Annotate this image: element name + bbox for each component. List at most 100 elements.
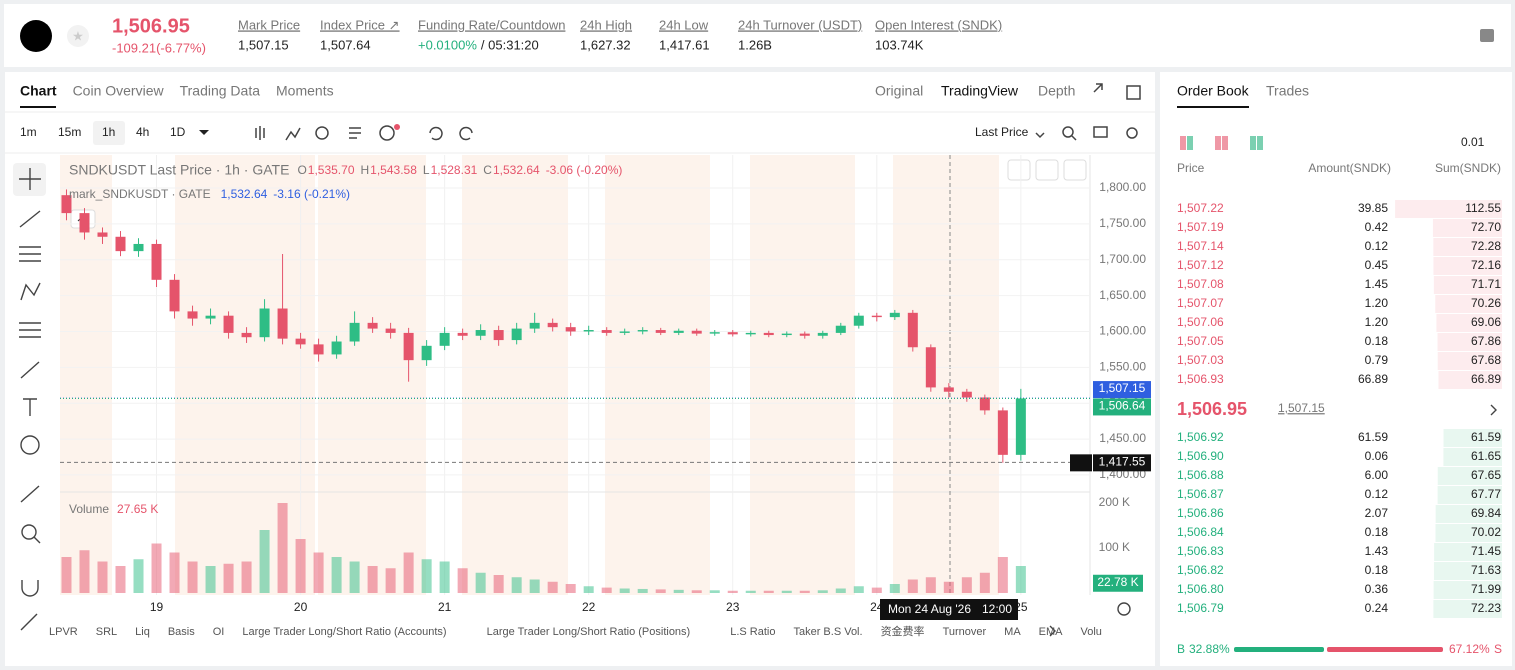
crosshair-date: Mon 24 Aug '26 <box>888 602 971 616</box>
order-price: 1,507.07 <box>1177 296 1224 310</box>
indicator-button[interactable]: 资金费率 <box>881 624 925 638</box>
chart-tab[interactable]: Moments <box>276 83 334 99</box>
view-tab[interactable]: Original <box>875 83 923 99</box>
order-amount: 1.20 <box>1365 296 1389 310</box>
indicator-button[interactable]: Large Trader Long/Short Ratio (Positions… <box>487 626 691 638</box>
depth-bar <box>1434 543 1502 561</box>
interval-button[interactable]: 1m <box>20 125 37 139</box>
interval-button[interactable]: 1h <box>102 125 115 139</box>
y-tick-label: 1,700.00 <box>1099 252 1146 266</box>
indicator-button[interactable]: Turnover <box>943 626 987 638</box>
interval-button[interactable]: 15m <box>58 125 81 139</box>
order-amount: 0.45 <box>1365 258 1389 272</box>
volume-bar <box>349 561 360 593</box>
indicator-button[interactable]: LPVR <box>49 626 78 638</box>
indicator-button[interactable]: Basis <box>168 626 195 638</box>
indicator-button[interactable]: EMA <box>1039 626 1064 638</box>
volume-bar <box>925 577 936 593</box>
order-price: 1,506.83 <box>1177 544 1224 558</box>
indicator-button[interactable]: Large Trader Long/Short Ratio (Accounts) <box>242 626 446 638</box>
candle-body <box>79 213 90 233</box>
layout-icon[interactable] <box>1180 136 1186 150</box>
depth-bar <box>1433 562 1502 580</box>
layout-icon[interactable] <box>1215 136 1221 150</box>
depth-bar <box>1443 448 1502 466</box>
order-price: 1,506.90 <box>1177 449 1224 463</box>
indicator-button[interactable]: SRL <box>96 626 117 638</box>
ohlc-key: L <box>423 163 430 177</box>
order-amount: 6.00 <box>1365 468 1389 482</box>
candle-body <box>367 322 378 329</box>
favorite-button[interactable] <box>67 25 89 47</box>
volume-bar <box>385 568 396 593</box>
depth-bar <box>1395 200 1502 218</box>
order-price: 1,507.14 <box>1177 239 1224 253</box>
layout-icon[interactable] <box>1250 136 1256 150</box>
favorite-star[interactable]: ★ <box>72 28 84 43</box>
volume-bar <box>619 588 630 593</box>
candle-body <box>925 347 936 388</box>
depth-bar <box>1436 314 1502 332</box>
order-price: 1,506.87 <box>1177 487 1224 501</box>
candle-body <box>709 332 720 334</box>
volume-tag-label: 22.78 K <box>1097 575 1138 589</box>
candle-body <box>691 330 702 334</box>
drawing-tools[interactable] <box>19 168 1497 637</box>
indicator-button[interactable]: Taker B.S Vol. <box>793 626 862 638</box>
volume-bar <box>907 579 918 593</box>
candle-body <box>403 332 414 361</box>
indicator-button[interactable]: MA <box>1004 626 1021 638</box>
depth-bar <box>1443 429 1502 447</box>
order-price: 1,507.22 <box>1177 201 1224 215</box>
chart-title: SNDKUSDT Last Price · 1h · GATE <box>69 162 289 178</box>
orderbook-tab[interactable]: Trades <box>1266 83 1309 99</box>
order-amount: 39.85 <box>1358 201 1388 215</box>
candle-body <box>997 410 1008 455</box>
mark-change: -3.16 (-0.21%) <box>273 187 350 201</box>
order-amount: 1.43 <box>1365 544 1389 558</box>
crosshair-date-box <box>880 599 1018 620</box>
layout-icon[interactable] <box>1257 136 1263 150</box>
y-tick-label: 1,600.00 <box>1099 324 1146 338</box>
candle-body <box>457 332 468 336</box>
chart-tab[interactable]: Coin Overview <box>73 83 165 99</box>
volume-bar <box>691 590 702 593</box>
candle-body <box>547 322 558 328</box>
layout-icon[interactable] <box>1187 136 1193 150</box>
order-sum: 112.55 <box>1465 201 1501 215</box>
depth-bar <box>1435 524 1502 542</box>
stat-value: 1,627.32 <box>580 37 631 52</box>
chart-tab[interactable]: Trading Data <box>180 83 261 99</box>
order-sum: 70.02 <box>1471 525 1501 539</box>
interval-button[interactable]: 1D <box>170 125 186 139</box>
side-icon[interactable] <box>1480 29 1494 42</box>
chart-toolbar-icons[interactable] <box>255 83 1492 141</box>
stat-value: 103.74K <box>875 37 924 52</box>
precision-select[interactable]: 0.01 <box>1461 135 1485 149</box>
chart-tab[interactable]: Chart <box>20 83 57 99</box>
volume-bar <box>169 552 180 593</box>
dropdown-arrow[interactable] <box>199 130 209 135</box>
indicator-button[interactable]: L.S Ratio <box>730 626 775 638</box>
view-tab[interactable]: TradingView <box>941 83 1019 99</box>
view-tab[interactable]: Depth <box>1038 83 1075 99</box>
order-price: 1,507.06 <box>1177 315 1224 329</box>
indicator-button[interactable]: OI <box>213 626 225 638</box>
stat-value: 1,507.64 <box>320 37 371 52</box>
price-type-select[interactable]: Last Price <box>975 125 1029 139</box>
interval-button[interactable]: 4h <box>136 125 149 139</box>
layout-icon[interactable] <box>1222 136 1228 150</box>
indicator-button[interactable]: Volu <box>1081 626 1102 638</box>
order-amount: 61.59 <box>1358 430 1388 444</box>
depth-bar <box>1435 295 1502 313</box>
mark-value: 1,532.64 <box>221 187 268 201</box>
chart-buttons[interactable] <box>1007 159 1087 181</box>
stat-label: Index Price ↗ <box>320 17 400 32</box>
indicator-button[interactable]: Liq <box>135 626 150 638</box>
volume-bar <box>1015 566 1026 593</box>
volume-bar <box>79 550 90 593</box>
depth-bar <box>1437 486 1502 504</box>
order-price: 1,506.92 <box>1177 430 1224 444</box>
candle-body <box>259 308 270 338</box>
orderbook-tab[interactable]: Order Book <box>1177 83 1250 99</box>
